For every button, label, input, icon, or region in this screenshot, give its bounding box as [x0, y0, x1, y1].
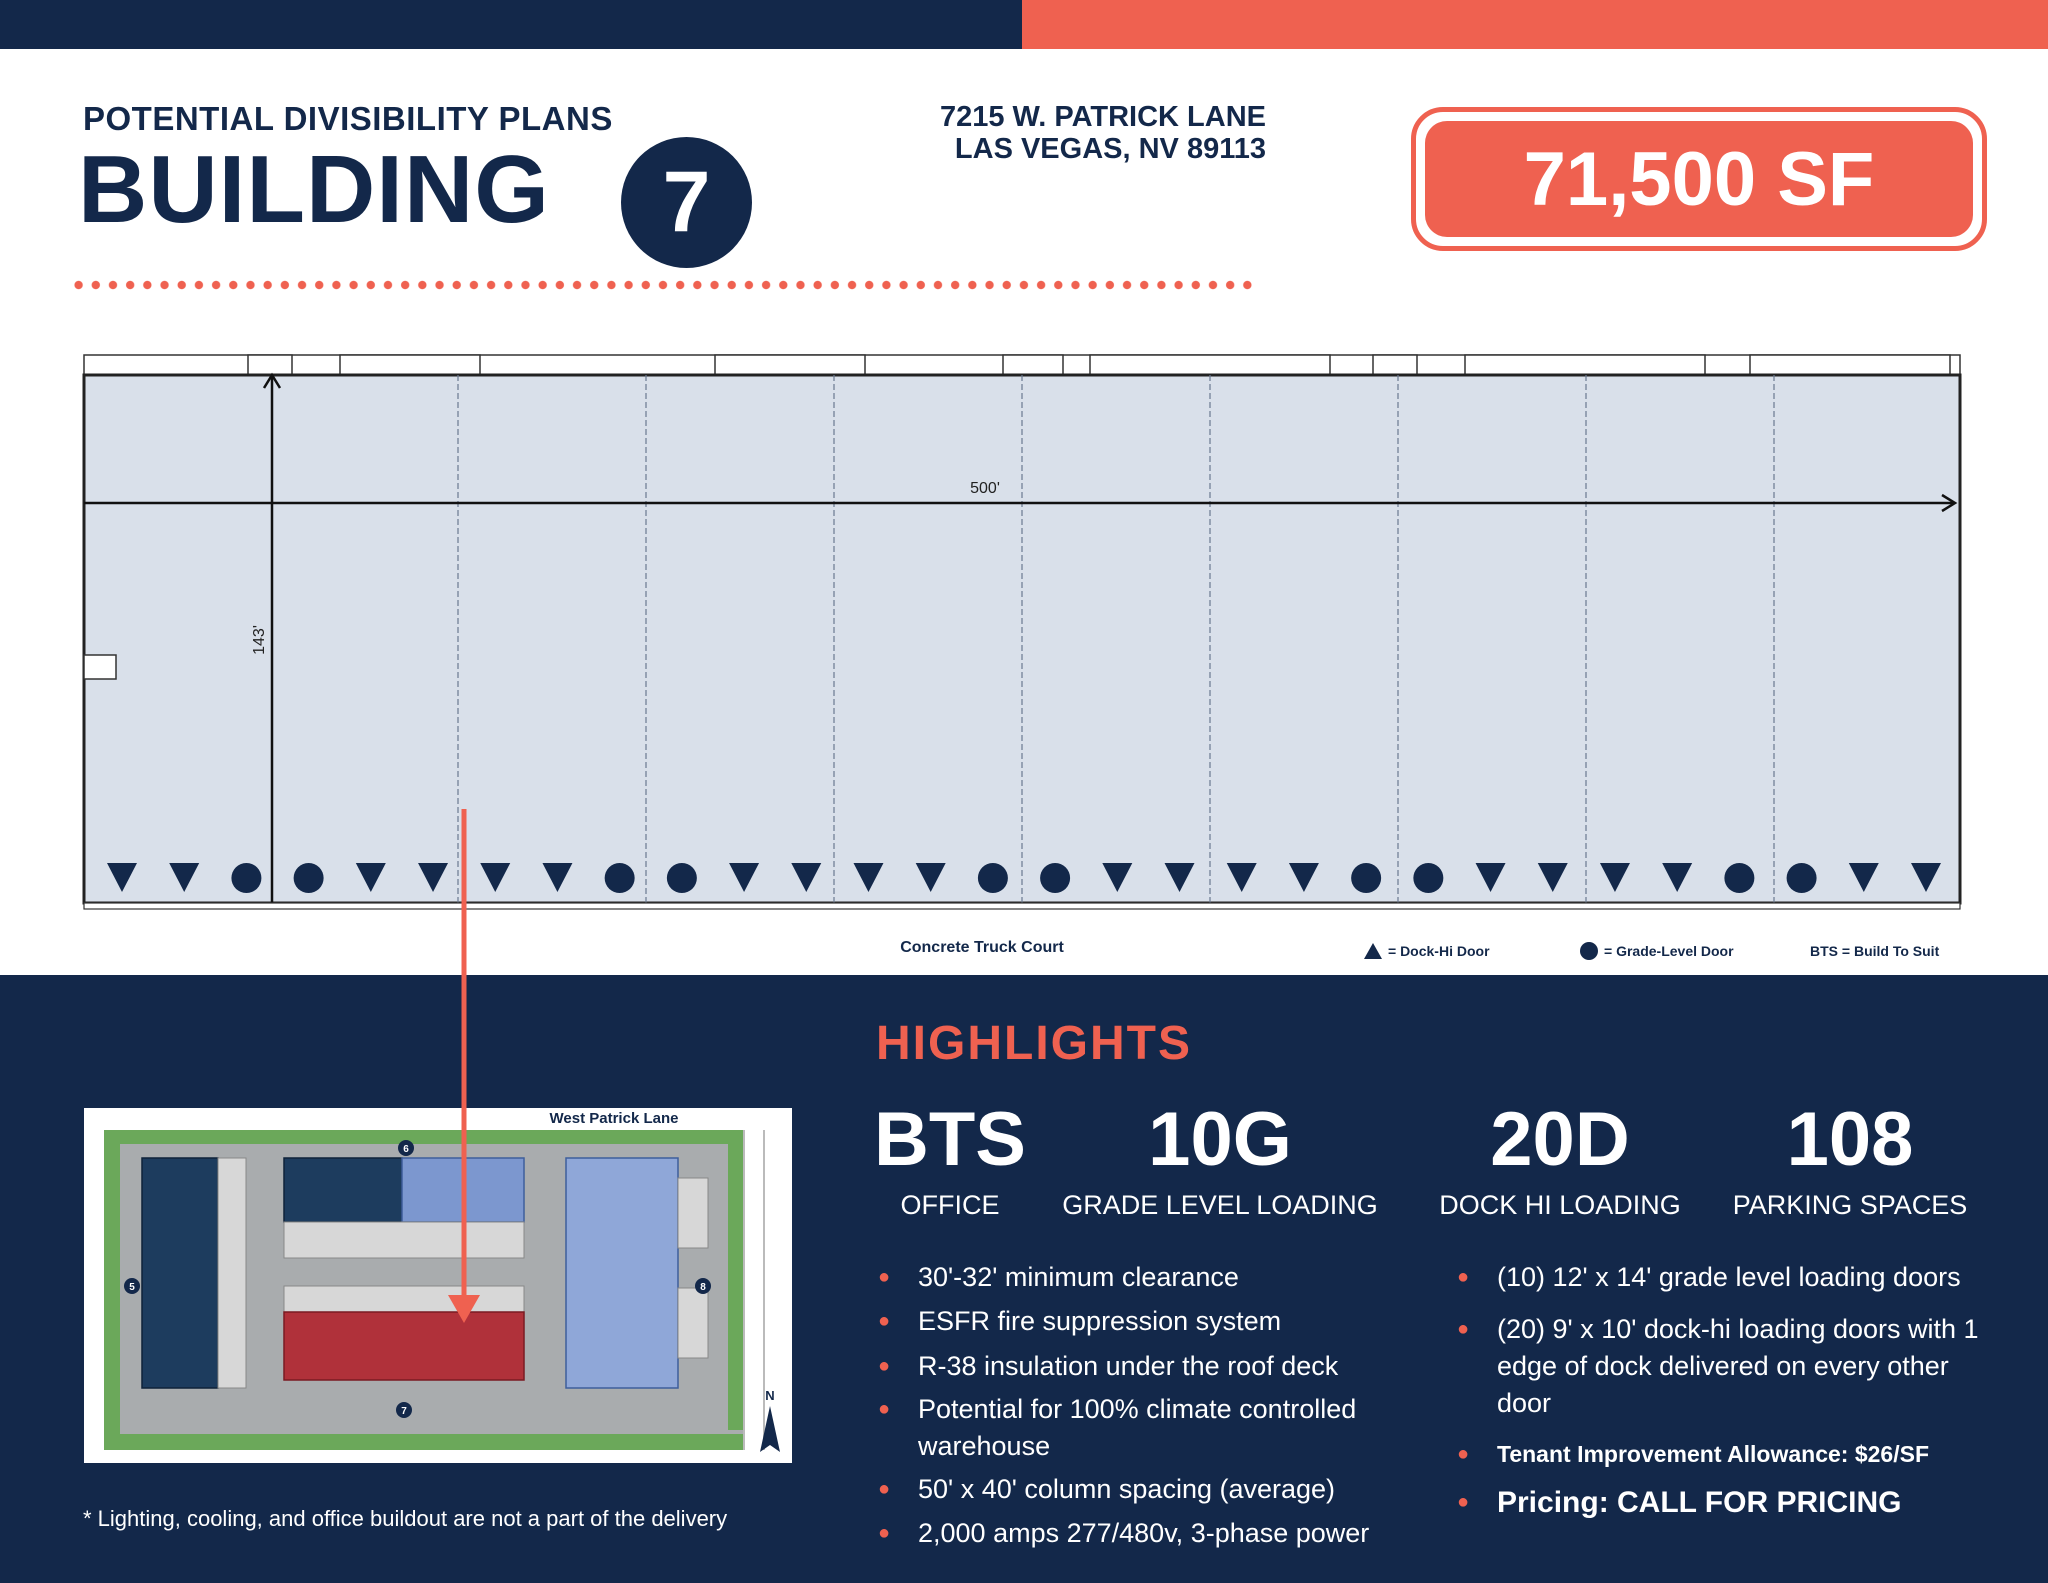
- dock-hi-door: [169, 863, 200, 892]
- dock-hi-door: [1475, 863, 1506, 892]
- site-street-label: West Patrick Lane: [550, 1110, 679, 1127]
- north-arrow-icon: [760, 1406, 780, 1452]
- grade-level-door: [293, 863, 324, 893]
- stat-parking-label: PARKING SPACES: [1732, 1190, 1968, 1220]
- bullet-power: ● 2,000 amps 277/480v, 3-phase power: [878, 1518, 1370, 1548]
- stat-dock-value: 20D: [1490, 1097, 1630, 1182]
- dock-hi-door: [418, 863, 449, 892]
- bullet-climate: ● Potential for 100% climate controlled w…: [878, 1394, 1357, 1461]
- address: 7215 W. PATRICK LANE LAS VEGAS, NV 89113: [860, 101, 1266, 165]
- site-landscape-top: [104, 1130, 744, 1144]
- bullet-insulation: ● R-38 insulation under the roof deck: [878, 1351, 1339, 1381]
- dock-hi-door: [542, 863, 573, 892]
- stat-grade-value: 10G: [1148, 1097, 1292, 1182]
- plan-to-site-arrow: [448, 809, 480, 1323]
- top-bar-navy: [0, 0, 1022, 49]
- site-dock-7: [283, 1285, 525, 1313]
- stat-dock-label: DOCK HI LOADING: [1439, 1190, 1681, 1220]
- stat-parking-value: 108: [1786, 1097, 1914, 1182]
- bullet-tenant-allowance: ● Tenant Improvement Allowance: $26/SF: [1457, 1441, 1929, 1467]
- dock-hi-door: [1911, 863, 1941, 892]
- legend-bts: BTS = Build To Suit: [1810, 943, 1940, 959]
- legend-grade-level-icon: [1580, 942, 1598, 960]
- site-label-5: 5: [129, 1282, 135, 1293]
- dock-hi-door: [480, 863, 511, 892]
- dock-hi-door: [729, 863, 760, 892]
- legend-dock-hi-icon: [1364, 943, 1382, 959]
- truck-court-label: Concrete Truck Court: [900, 939, 1064, 956]
- legend-dock-hi: = Dock-Hi Door: [1388, 943, 1490, 959]
- plan-top-wall: [83, 354, 1961, 376]
- grade-level-door: [604, 863, 635, 893]
- site-dock-5: [217, 1157, 247, 1389]
- site-label-6: 6: [403, 1144, 409, 1155]
- site-building-5: [141, 1157, 219, 1389]
- floor-plan: 500' 143' Concrete Truck Court = Dock-Hi…: [82, 354, 1962, 960]
- site-label-7: 7: [401, 1406, 407, 1417]
- grade-level-door: [977, 863, 1008, 893]
- north-label: N: [765, 1388, 774, 1403]
- bullet-clearance: ● 30'-32' minimum clearance: [878, 1262, 1239, 1292]
- bay-dividers: [457, 375, 1775, 903]
- dock-hi-door: [107, 863, 137, 892]
- square-feet-frame: [1411, 107, 1987, 251]
- site-label-8: 8: [700, 1282, 706, 1293]
- site-landscape-right: [728, 1130, 744, 1430]
- stat-office-label: OFFICE: [900, 1190, 1000, 1220]
- dock-hi-door: [1226, 863, 1257, 892]
- dock-hi-door: [853, 863, 884, 892]
- site-building-8: [565, 1157, 679, 1389]
- site-building-6-a: [283, 1157, 403, 1223]
- plans-subtitle: POTENTIAL DIVISIBILITY PLANS: [83, 100, 613, 137]
- stat-grade-label: GRADE LEVEL LOADING: [1062, 1190, 1378, 1220]
- dotted-divider: [70, 280, 1260, 290]
- dock-hi-door: [1164, 863, 1195, 892]
- width-dimension-label: 500': [970, 480, 1000, 497]
- address-line-1: 7215 W. PATRICK LANE: [939, 101, 1266, 133]
- legend-grade-level: = Grade-Level Door: [1604, 943, 1734, 959]
- site-building-7: [283, 1311, 525, 1381]
- site-landscape-left: [104, 1130, 120, 1450]
- grade-level-door: [1724, 863, 1755, 893]
- highlights-heading: HIGHLIGHTS: [876, 1017, 1192, 1070]
- dimension-lines: [84, 372, 1958, 903]
- dock-hi-door: [791, 863, 822, 892]
- side-office: [83, 654, 117, 680]
- grade-level-door: [231, 863, 262, 893]
- dock-hi-door: [1102, 863, 1133, 892]
- bullet-pricing: ● Pricing: CALL FOR PRICING: [1457, 1486, 1902, 1519]
- grade-level-door: [666, 863, 697, 893]
- building-title: BUILDING: [78, 136, 550, 243]
- footnote: * Lighting, cooling, and office buildout…: [83, 1506, 728, 1531]
- dock-hi-door: [1599, 863, 1630, 892]
- dock-hi-door: [1537, 863, 1568, 892]
- site-landscape-bottom: [104, 1434, 744, 1450]
- address-line-2: LAS VEGAS, NV 89113: [954, 133, 1266, 165]
- grade-level-door: [1040, 863, 1071, 893]
- depth-dimension-label: 143': [251, 625, 268, 655]
- top-bar-coral: [1022, 0, 2048, 49]
- building-number-badge: 7: [621, 137, 752, 268]
- grade-level-door: [1413, 863, 1444, 893]
- loading-doors: [107, 863, 1941, 893]
- dock-hi-door: [355, 863, 386, 892]
- grade-level-door: [1786, 863, 1817, 893]
- plan-bottom-wall: [83, 902, 1961, 910]
- site-map: West Patrick Lane 5 6 7 8 N: [84, 1108, 792, 1463]
- bullet-column-spacing: ● 50' x 40' column spacing (average): [878, 1474, 1336, 1504]
- bullet-dock-doors: ● (20) 9' x 10' dock-hi loading doors wit…: [1457, 1314, 1979, 1418]
- dock-hi-door: [915, 863, 946, 892]
- site-dock-6: [283, 1221, 525, 1259]
- bullet-grade-doors: ● (10) 12' x 14' grade level loading door…: [1457, 1262, 1961, 1292]
- square-feet-badge: 71,500 SF: [1425, 121, 1973, 237]
- grade-level-door: [1351, 863, 1382, 893]
- stat-office-value: BTS: [874, 1097, 1026, 1182]
- dock-hi-door: [1848, 863, 1879, 892]
- bullet-esfr: ● ESFR fire suppression system: [878, 1306, 1282, 1336]
- dock-hi-door: [1288, 863, 1319, 892]
- dock-hi-door: [1662, 863, 1693, 892]
